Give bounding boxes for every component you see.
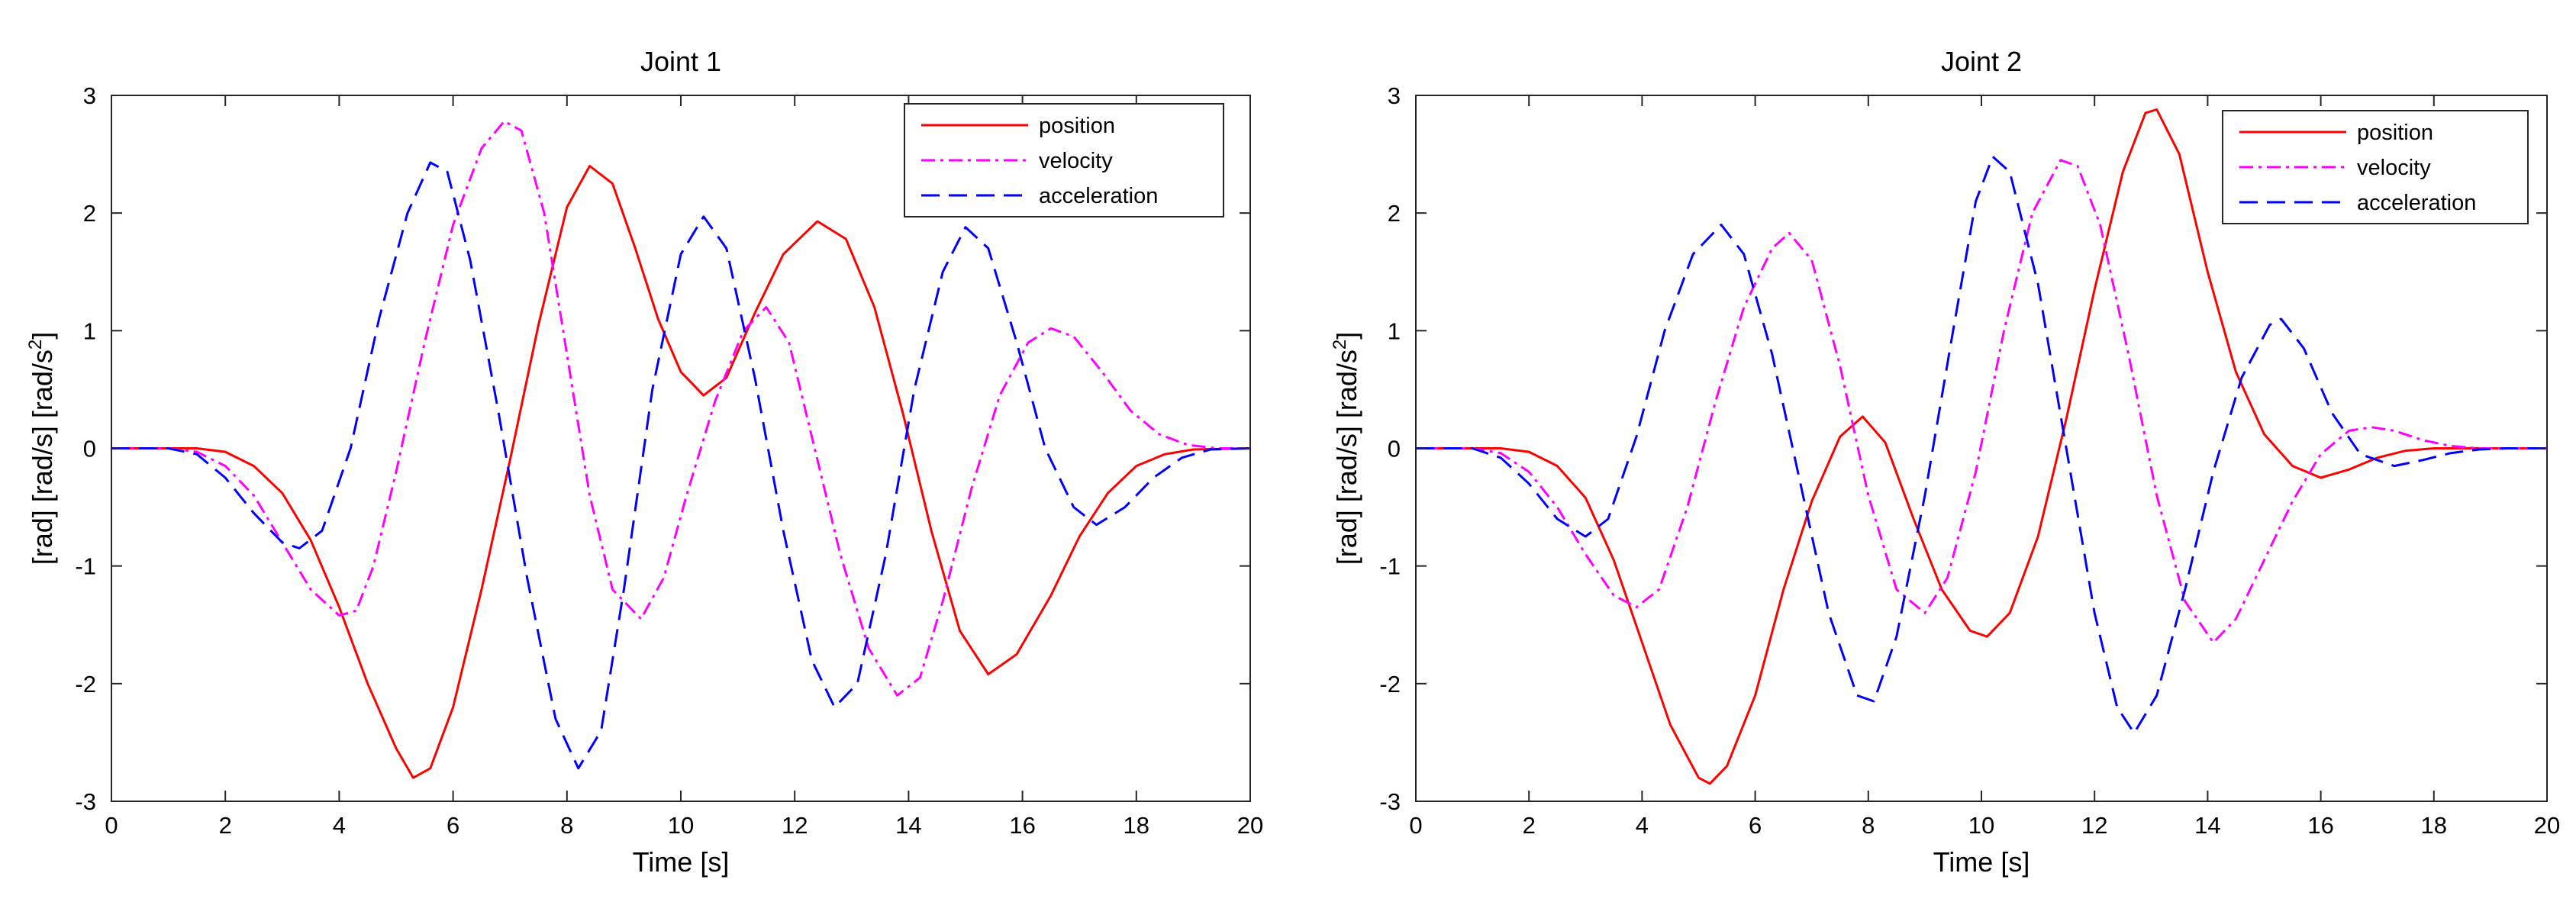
x-tick-label: 4 [333, 812, 346, 839]
y-axis-label-close: ] [1331, 332, 1362, 340]
x-tick-label: 6 [447, 812, 459, 839]
series-line-position [1416, 108, 2547, 785]
legend-label-velocity: velocity [1039, 149, 1113, 173]
series-line-acceleration [111, 161, 1250, 770]
legend-label-velocity: velocity [2357, 156, 2431, 180]
y-tick-label: 0 [1388, 436, 1401, 462]
y-axis-label-main: [rad] [rad/s] [rad/s [1331, 350, 1362, 565]
x-tick-label: 8 [1862, 812, 1875, 839]
series-line-position [111, 165, 1250, 779]
x-tick-label: 12 [2081, 812, 2107, 839]
legend-label-position: position [1039, 114, 1115, 138]
x-tick-label: 18 [1124, 812, 1149, 839]
series-line-velocity [111, 120, 1250, 697]
x-axis-label: Time [s] [633, 846, 730, 878]
y-tick-label: -1 [75, 553, 96, 580]
x-tick-label: 4 [1636, 812, 1649, 839]
y-tick-label: -2 [1379, 671, 1401, 698]
legend-label-acceleration: acceleration [2357, 191, 2476, 215]
x-tick-label: 0 [105, 812, 118, 839]
y-tick-label: 1 [83, 317, 96, 344]
series-line-velocity [1416, 159, 2547, 644]
x-tick-label: 8 [560, 812, 573, 839]
y-axis-label-superscript: 2 [25, 340, 46, 350]
y-axis-label: [rad] [rad/s] [rad/s2] [25, 332, 58, 565]
series-line-acceleration [1416, 155, 2547, 735]
y-tick-label: -1 [1379, 553, 1401, 580]
y-tick-label: -2 [75, 671, 96, 698]
x-tick-label: 10 [668, 812, 694, 839]
x-tick-label: 16 [2307, 812, 2333, 839]
x-tick-label: 6 [1749, 812, 1762, 839]
y-tick-label: 1 [1388, 317, 1401, 344]
legend-label-position: position [2357, 121, 2433, 145]
x-tick-label: 14 [2194, 812, 2220, 839]
legend: position velocity acceleration [2222, 110, 2529, 224]
x-axis-label: Time [s] [1933, 846, 2030, 878]
y-tick-label: 3 [83, 82, 96, 109]
y-axis-label: [rad] [rad/s] [rad/s2] [1330, 332, 1362, 565]
chart-title: Joint 1 [640, 46, 721, 77]
x-tick-label: 20 [2534, 812, 2560, 839]
y-tick-label: 2 [83, 200, 96, 227]
y-tick-label: -3 [75, 788, 96, 815]
x-tick-label: 16 [1009, 812, 1035, 839]
x-tick-label: 18 [2421, 812, 2447, 839]
y-axis-label-main: [rad] [rad/s] [rad/s [27, 350, 58, 565]
y-tick-label: 0 [83, 436, 96, 462]
x-tick-label: 0 [1409, 812, 1422, 839]
chart-title: Joint 2 [1941, 46, 2022, 77]
y-tick-label: 2 [1388, 200, 1401, 227]
y-axis-label-close: ] [27, 332, 58, 340]
x-tick-label: 20 [1237, 812, 1263, 839]
y-tick-label: -3 [1379, 788, 1401, 815]
x-tick-label: 2 [219, 812, 232, 839]
x-tick-label: 12 [782, 812, 808, 839]
legend: position velocity acceleration [904, 103, 1224, 217]
x-tick-label: 10 [1968, 812, 1994, 839]
y-tick-label: 3 [1388, 82, 1401, 109]
legend-label-acceleration: acceleration [1039, 184, 1158, 208]
x-tick-label: 14 [895, 812, 921, 839]
y-axis-label-superscript: 2 [1330, 340, 1350, 350]
x-tick-label: 2 [1523, 812, 1536, 839]
